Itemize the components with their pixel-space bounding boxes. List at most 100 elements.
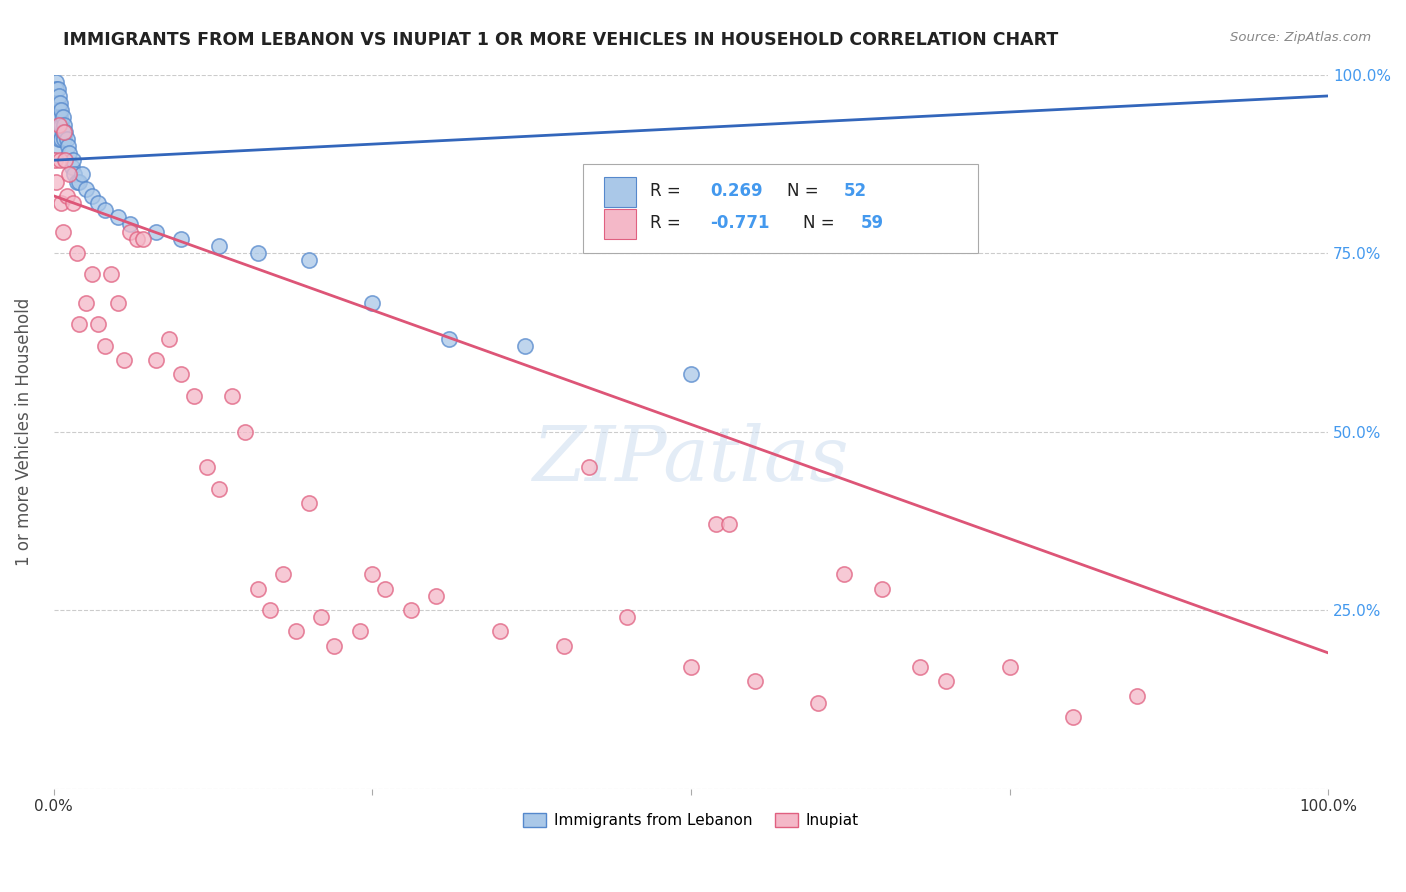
Point bbox=[66, 246, 89, 260]
Point bbox=[49, 96, 72, 111]
Point bbox=[80, 189, 103, 203]
Point bbox=[311, 610, 333, 624]
Point bbox=[48, 132, 70, 146]
Point bbox=[437, 332, 460, 346]
Text: 59: 59 bbox=[860, 214, 883, 232]
Text: N =: N = bbox=[786, 182, 824, 200]
Point bbox=[52, 125, 75, 139]
Point bbox=[744, 674, 766, 689]
FancyBboxPatch shape bbox=[605, 177, 636, 207]
Point bbox=[75, 296, 97, 310]
Point bbox=[120, 218, 142, 232]
Point bbox=[399, 603, 422, 617]
Point bbox=[489, 624, 512, 639]
Point bbox=[45, 175, 67, 189]
Point bbox=[56, 139, 79, 153]
Point bbox=[45, 96, 67, 111]
Point bbox=[718, 517, 741, 532]
Point bbox=[298, 253, 321, 268]
Text: ZIPatlas: ZIPatlas bbox=[533, 423, 849, 497]
Point bbox=[46, 125, 69, 139]
Point bbox=[49, 153, 72, 168]
Point bbox=[425, 589, 447, 603]
Point bbox=[120, 225, 142, 239]
Point bbox=[870, 582, 893, 596]
Point bbox=[323, 639, 346, 653]
Y-axis label: 1 or more Vehicles in Household: 1 or more Vehicles in Household bbox=[15, 297, 32, 566]
Point bbox=[170, 368, 193, 382]
Point bbox=[45, 111, 67, 125]
Point bbox=[46, 111, 69, 125]
Point bbox=[49, 111, 72, 125]
Point bbox=[52, 225, 75, 239]
Point bbox=[107, 211, 129, 225]
Point bbox=[58, 146, 80, 161]
Point bbox=[46, 82, 69, 96]
Point bbox=[53, 125, 76, 139]
Point bbox=[53, 125, 76, 139]
Point bbox=[44, 103, 66, 118]
Point bbox=[66, 175, 89, 189]
Legend: Immigrants from Lebanon, Inupiat: Immigrants from Lebanon, Inupiat bbox=[517, 807, 865, 834]
FancyBboxPatch shape bbox=[582, 164, 977, 253]
Point bbox=[284, 624, 307, 639]
Point bbox=[51, 103, 73, 118]
Point bbox=[361, 567, 384, 582]
Point bbox=[112, 353, 135, 368]
Text: Source: ZipAtlas.com: Source: ZipAtlas.com bbox=[1230, 31, 1371, 45]
Point bbox=[100, 268, 122, 282]
Point bbox=[271, 567, 294, 582]
Text: R =: R = bbox=[650, 214, 686, 232]
Point bbox=[94, 339, 117, 353]
Point bbox=[53, 132, 76, 146]
Point bbox=[374, 582, 396, 596]
Point bbox=[298, 496, 321, 510]
Point bbox=[578, 460, 600, 475]
Point bbox=[1126, 689, 1149, 703]
Point bbox=[87, 318, 110, 332]
Point bbox=[49, 125, 72, 139]
Point bbox=[515, 339, 537, 353]
Point bbox=[80, 268, 103, 282]
Point bbox=[145, 225, 167, 239]
Point bbox=[706, 517, 728, 532]
Point bbox=[67, 175, 90, 189]
Point bbox=[246, 246, 269, 260]
Point bbox=[52, 111, 75, 125]
Point bbox=[195, 460, 218, 475]
Point bbox=[183, 389, 205, 403]
Point bbox=[998, 660, 1021, 674]
Point bbox=[125, 232, 148, 246]
Point bbox=[208, 239, 231, 253]
Point bbox=[45, 82, 67, 96]
Point bbox=[53, 118, 76, 132]
Point bbox=[832, 567, 855, 582]
Point bbox=[246, 582, 269, 596]
Point bbox=[145, 353, 167, 368]
Point bbox=[45, 75, 67, 89]
Point bbox=[58, 168, 80, 182]
Point bbox=[70, 168, 93, 182]
Point bbox=[221, 389, 243, 403]
Text: -0.771: -0.771 bbox=[710, 214, 769, 232]
Point bbox=[48, 89, 70, 103]
Point bbox=[55, 189, 77, 203]
Point bbox=[132, 232, 155, 246]
Point bbox=[233, 425, 256, 439]
Text: 52: 52 bbox=[844, 182, 868, 200]
Point bbox=[807, 696, 830, 710]
Point bbox=[107, 296, 129, 310]
Point bbox=[53, 153, 76, 168]
Point bbox=[44, 153, 66, 168]
Point bbox=[60, 161, 83, 175]
Point bbox=[259, 603, 281, 617]
Point bbox=[87, 196, 110, 211]
Point bbox=[553, 639, 575, 653]
Text: 0.269: 0.269 bbox=[710, 182, 762, 200]
Point bbox=[67, 318, 90, 332]
Point bbox=[157, 332, 180, 346]
Point bbox=[51, 132, 73, 146]
Point bbox=[1062, 710, 1084, 724]
Point bbox=[46, 96, 69, 111]
Point bbox=[170, 232, 193, 246]
